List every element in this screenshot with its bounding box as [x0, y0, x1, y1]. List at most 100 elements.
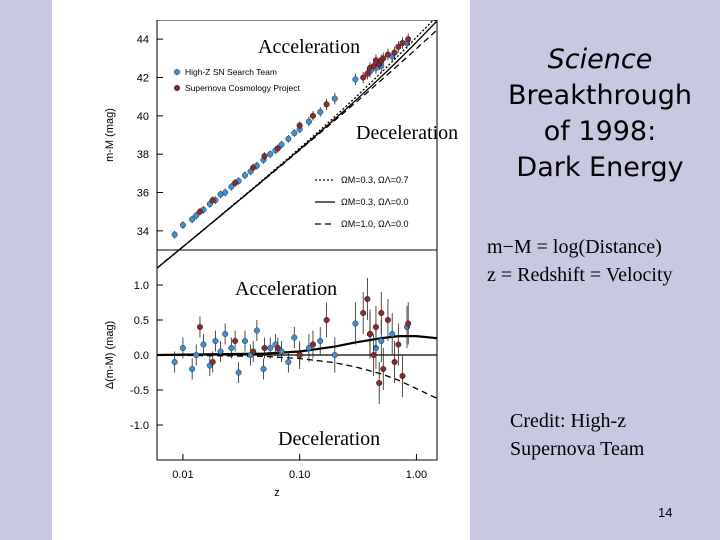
bottom-data-point [291, 334, 298, 341]
x-tick-label: 0.01 [172, 469, 193, 481]
bottom-data-point [253, 327, 260, 334]
credit-line-1: Credit: High-z [510, 410, 627, 432]
left-color-band [0, 0, 52, 540]
top-data-point [232, 179, 239, 186]
bottom-data-point [378, 338, 385, 345]
bottom-data-point [391, 359, 398, 366]
bottom-data-point [309, 341, 316, 348]
bottom-data-point [360, 310, 367, 317]
top-data-point [241, 172, 248, 179]
top-data-point [222, 189, 229, 196]
legend-marker [173, 84, 180, 91]
bottom-data-point [372, 324, 379, 331]
title-line-3: Dark Energy [516, 152, 684, 183]
top-y-tick-label: 36 [137, 188, 149, 200]
title-line-1: Breakthrough [508, 80, 692, 111]
bottom-y-tick-label: -1.0 [130, 420, 149, 432]
x-tick-label: 0.10 [289, 469, 310, 481]
bottom-data-point [193, 352, 200, 359]
bottom-data-point [232, 338, 239, 345]
bottom-y-tick-label: 0.5 [134, 315, 149, 327]
top-data-point [171, 231, 178, 238]
bottom-data-point [200, 341, 207, 348]
bottom-data-point [171, 359, 178, 366]
top-data-point [309, 112, 316, 119]
bottom-data-point [209, 359, 216, 366]
bottom-y-tick-label: -0.5 [130, 385, 149, 397]
bottom-data-point [196, 324, 203, 331]
bottom-data-point [380, 366, 387, 373]
hubble-diagram-figure: 34 36 38 40 42 44 -1.0 -0.5 0.0 0.5 1.0 0.01 0.10 1.0… [104, 20, 438, 499]
top-data-point [274, 145, 281, 152]
top-data-point [317, 108, 324, 115]
top-deceleration-label: Deceleration [356, 122, 459, 144]
bottom-data-point [331, 352, 338, 359]
bottom-data-point [217, 348, 224, 355]
bottom-acceleration-label: Acceleration [235, 278, 338, 300]
top-acceleration-label: Acceleration [258, 36, 361, 58]
legend-label: High-Z SN Search Team [185, 67, 277, 77]
bottom-data-point [274, 345, 281, 352]
top-data-point [399, 40, 406, 47]
top-data-point [405, 36, 412, 43]
bottom-data-point [378, 310, 385, 317]
model-legend-label: ΩM=0.3, ΩΛ=0.0 [341, 197, 409, 207]
top-data-point [370, 63, 377, 70]
bottom-data-point [260, 366, 267, 373]
bottom-data-point [285, 359, 292, 366]
bottom-data-point [189, 366, 196, 373]
bottom-data-point [261, 345, 268, 352]
legend-marker [173, 69, 180, 76]
bottom-y-tick-label: 1.0 [134, 280, 149, 292]
bottom-data-point [179, 345, 186, 352]
top-data-point [193, 212, 200, 219]
top-data-point [352, 76, 359, 83]
bottom-data-point [370, 352, 377, 359]
top-data-point [395, 43, 402, 50]
model-legend-label: ΩM=0.3, ΩΛ=0.7 [341, 175, 409, 185]
bottom-data-point [395, 341, 402, 348]
top-data-point [285, 135, 292, 142]
bottom-data-point [305, 345, 312, 352]
bottom-deceleration-label: Deceleration [278, 428, 381, 450]
bottom-data-point [228, 345, 235, 352]
bottom-data-point [366, 331, 373, 338]
top-data-point [209, 197, 216, 204]
top-data-point [296, 122, 303, 129]
top-data-point [228, 183, 235, 190]
top-y-tick-label: 42 [137, 73, 149, 85]
definition-redshift: z = Redshift = Velocity [487, 264, 673, 286]
top-model-curve [156, 29, 438, 269]
page-number: 14 [658, 505, 673, 520]
bottom-data-point [278, 348, 285, 355]
top-data-point [391, 49, 398, 56]
model-legend-label: ΩM=1.0, ΩΛ=0.0 [341, 219, 409, 229]
x-axis-label: z [274, 487, 280, 499]
top-data-point [305, 118, 312, 125]
credit-line-2: Supernova Team [510, 438, 645, 460]
bottom-data-point [222, 331, 229, 338]
top-data-point [380, 55, 387, 62]
top-y-tick-label: 40 [137, 111, 149, 123]
bottom-data-point [399, 373, 406, 380]
bottom-data-point [364, 296, 371, 303]
bottom-data-point [405, 320, 412, 327]
legend-label: Supernova Cosmology Project [185, 83, 300, 93]
slide-title: Science Breakthrough of 1998: Dark Energ… [480, 42, 720, 186]
bottom-data-point [317, 338, 324, 345]
definition-distance: m−M = log(Distance) [487, 236, 662, 258]
top-data-point [364, 70, 371, 77]
bottom-data-point [376, 380, 383, 387]
bottom-y-tick-label: 0.0 [134, 350, 149, 362]
top-data-point [250, 164, 257, 171]
top-data-point [323, 101, 330, 108]
top-data-point [261, 153, 268, 160]
title-italic-line: Science [547, 44, 653, 75]
top-data-point [331, 95, 338, 102]
bottom-model-curve [156, 335, 438, 357]
top-data-point [196, 208, 203, 215]
top-data-point [267, 151, 274, 158]
bottom-data-point [389, 331, 396, 338]
top-data-point [278, 141, 285, 148]
top-data-point [179, 222, 186, 229]
